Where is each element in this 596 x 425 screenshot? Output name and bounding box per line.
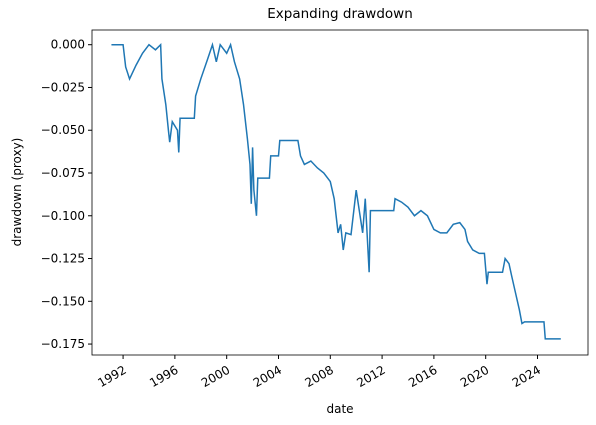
x-tick-label: 2012 [354, 363, 387, 390]
x-tick-label: 1996 [147, 363, 180, 390]
plot-frame [91, 29, 589, 356]
x-tick-label: 2024 [510, 363, 543, 390]
x-tick-label: 1992 [95, 363, 128, 390]
y-tick-label: −0.025 [41, 80, 85, 94]
line [111, 41, 561, 340]
y-tick-label: −0.150 [41, 294, 85, 308]
y-axis-label: drawdown (proxy) [10, 138, 24, 247]
x-tick-label: 2004 [251, 363, 284, 390]
y-tick-label: −0.075 [41, 166, 85, 180]
x-axis-label: date [326, 402, 353, 416]
x-tick-label: 2000 [199, 363, 232, 390]
y-tick-label: −0.100 [41, 209, 85, 223]
x-tick-label: 2020 [458, 363, 491, 390]
y-tick-label: 0.000 [51, 38, 85, 52]
y-tick-label: −0.050 [41, 123, 85, 137]
x-tick-label: 2016 [406, 363, 439, 390]
x-tick-label: 2008 [303, 363, 336, 390]
chart-title: Expanding drawdown [267, 6, 413, 22]
y-tick-label: −0.175 [41, 337, 85, 351]
y-tick-label: −0.125 [41, 252, 85, 266]
